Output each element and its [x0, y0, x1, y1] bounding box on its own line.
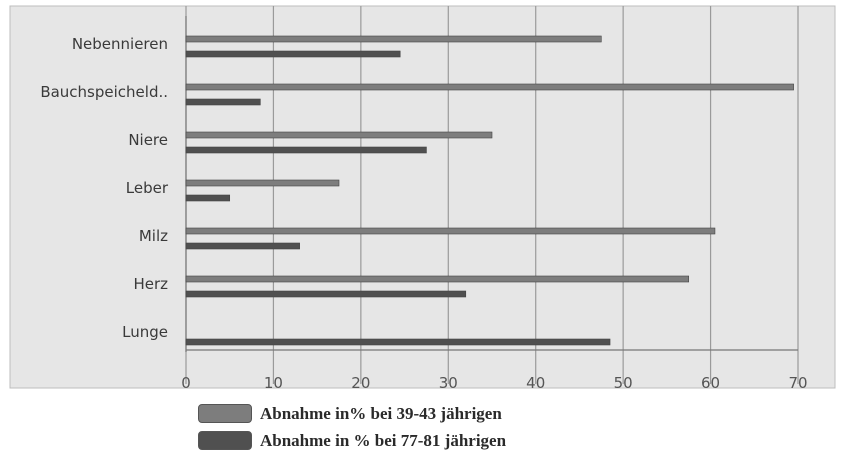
bar-1-4: [185, 227, 716, 235]
legend-swatch-series-2: [198, 431, 252, 450]
plot-area: [9, 5, 836, 389]
bar-1-5: [185, 275, 690, 283]
bar-2-4: [185, 242, 300, 250]
x-tick-label: 50: [614, 374, 633, 392]
x-tick-label: 20: [351, 374, 370, 392]
legend-swatch-series-1: [198, 404, 252, 423]
bar-2-3: [185, 194, 231, 202]
category-label: Niere: [128, 131, 168, 149]
category-label: Leber: [126, 179, 169, 197]
bar-2-1: [185, 98, 261, 106]
x-tick-label: 60: [701, 374, 720, 392]
x-tick-label: 40: [526, 374, 545, 392]
legend-label-series-2: Abnahme in % bei 77-81 jährigen: [260, 430, 507, 450]
bar-2-5: [185, 290, 467, 298]
x-tick-label: 0: [181, 374, 191, 392]
category-label: Nebennieren: [72, 35, 168, 53]
category-label: Herz: [133, 275, 168, 293]
legend-item-series-2: Abnahme in % bei 77-81 jährigen: [198, 427, 506, 454]
bar-2-6: [185, 338, 611, 346]
legend-item-series-1: Abnahme in% bei 39-43 jährigen: [198, 400, 506, 427]
bar-1-0: [185, 35, 602, 43]
category-label: Bauchspeicheld..: [40, 83, 168, 101]
legend-label-series-1: Abnahme in% bei 39-43 jährigen: [260, 403, 502, 423]
category-label: Lunge: [122, 323, 168, 341]
x-tick-label: 10: [264, 374, 283, 392]
bar-1-1: [185, 83, 794, 91]
x-tick-label: 30: [439, 374, 458, 392]
bar-1-3: [185, 179, 340, 187]
category-label: Milz: [139, 227, 168, 245]
bar-1-2: [185, 131, 493, 139]
bar-2-0: [185, 50, 401, 58]
x-tick-label: 70: [788, 374, 807, 392]
legend: Abnahme in% bei 39-43 jährigen Abnahme i…: [198, 400, 506, 454]
bar-2-2: [185, 146, 427, 154]
